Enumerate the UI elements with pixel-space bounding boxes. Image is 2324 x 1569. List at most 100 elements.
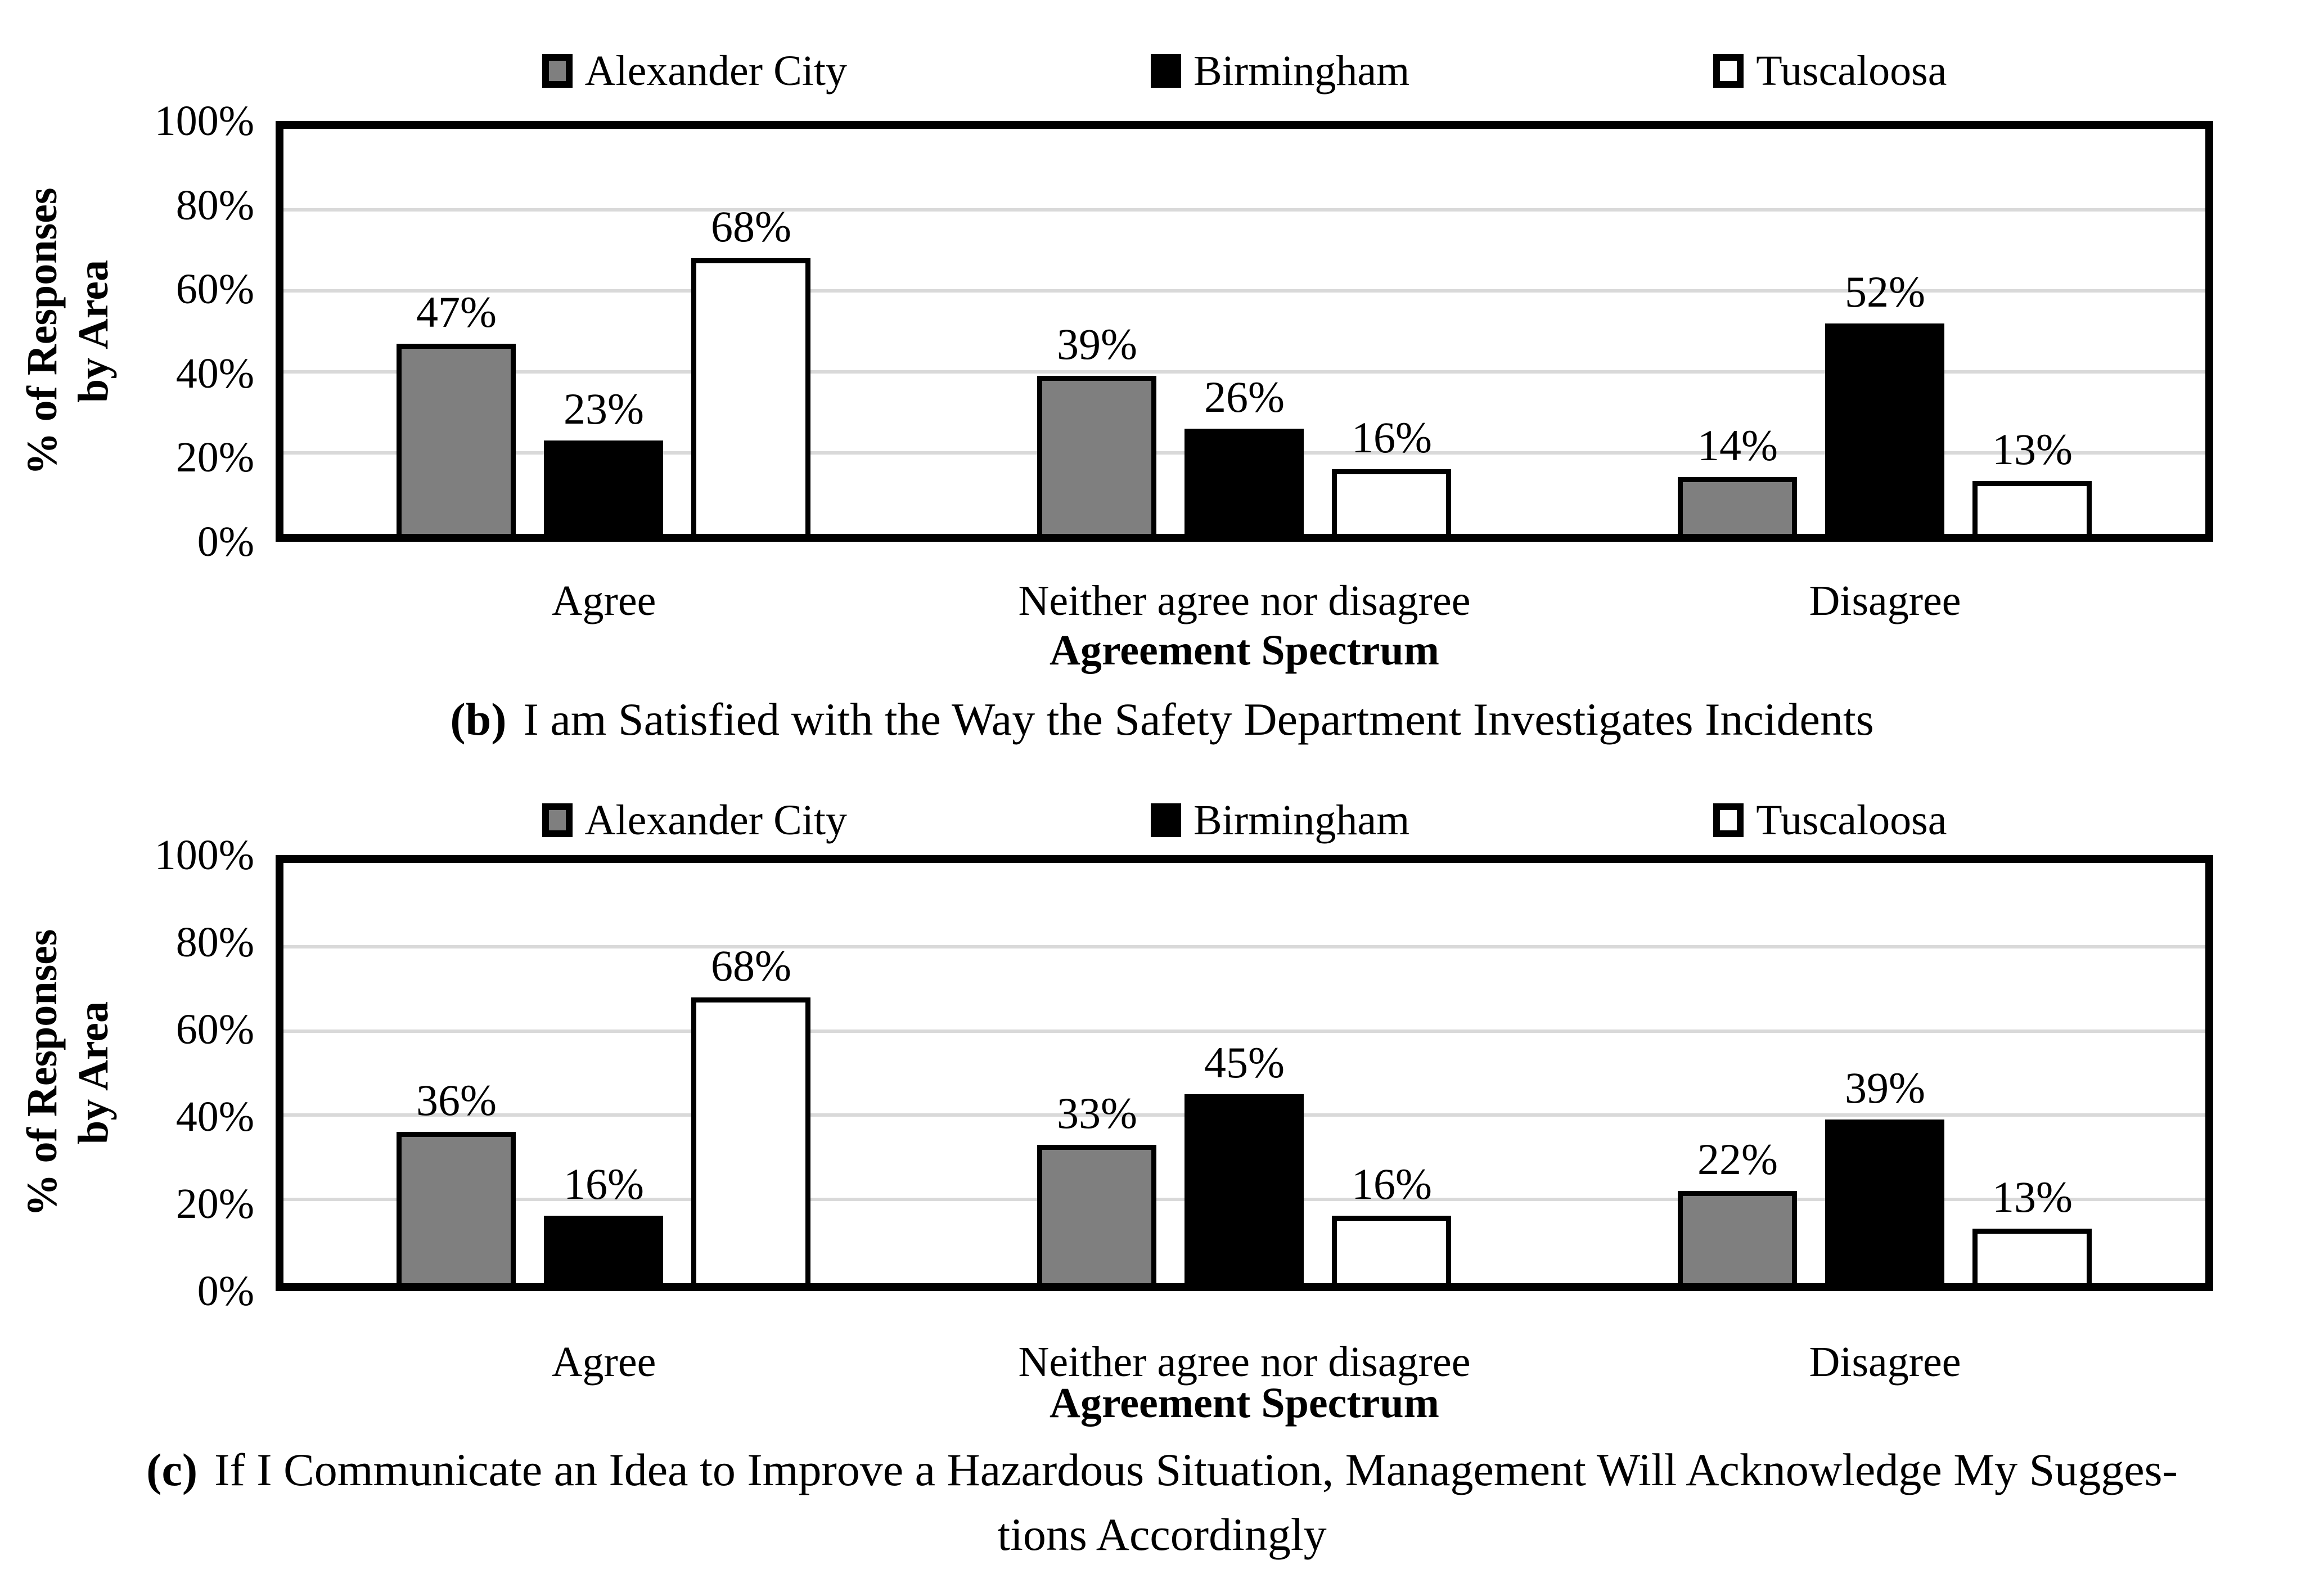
y-axis-ticks: 100% 80% 60% 40% 20% 0% xyxy=(0,834,254,1312)
legend-label-alexander-city: Alexander City xyxy=(584,797,847,844)
bar-value-label: 13% xyxy=(1992,1172,2073,1221)
legend-item-birmingham: Birmingham xyxy=(1151,799,1409,842)
caption-prefix: (b) xyxy=(450,694,507,745)
caption-c: (c) If I Communicate an Idea to Improve a… xyxy=(22,1438,2302,1567)
gridline-80 xyxy=(283,945,2205,949)
x-axis-title: Agreement Spectrum xyxy=(1050,627,1439,674)
legend-label-alexander-city: Alexander City xyxy=(584,47,847,95)
bar-value-label: 33% xyxy=(1056,1088,1137,1138)
bar-agree-tuscaloosa: 68% xyxy=(691,944,811,1283)
x-axis-title: Agreement Spectrum xyxy=(1050,1379,1439,1427)
y-tick-100-: 100% xyxy=(154,97,254,145)
y-axis-ticks: 100% 80% 60% 40% 20% 0% xyxy=(0,100,254,563)
legend-item-birmingham: Birmingham xyxy=(1151,50,1409,92)
legend-label-tuscaloosa: Tuscaloosa xyxy=(1756,47,1947,95)
y-tick-20-: 20% xyxy=(175,434,254,482)
x-category-labels: Agree Neither agree nor disagree Disagree xyxy=(283,1341,2205,1397)
bar-disagree-tuscaloosa: 13% xyxy=(1972,1175,2092,1283)
caption-line-1: I am Satisfied with the Way the Safety D… xyxy=(523,694,1874,745)
caption-line-1: If I Communicate an Idea to Improve a Ha… xyxy=(214,1444,2178,1495)
x-category-label-agree: Agree xyxy=(551,577,656,624)
bar-group-agree: 36% 16% 68% xyxy=(283,863,924,1283)
chart-panel-b: Alexander City Birmingham Tuscaloosa % of … xyxy=(0,0,2324,745)
y-tick-20-: 20% xyxy=(175,1180,254,1228)
bar-value-label: 13% xyxy=(1992,425,2073,474)
legend-swatch-tuscaloosa xyxy=(1713,803,1744,837)
legend: Alexander City Birmingham Tuscaloosa xyxy=(276,799,2213,842)
bar-group-agree: 47% 23% 68% xyxy=(283,129,924,534)
bar-cluster-neither-agree-nor-disagree: 39% 26% 16% xyxy=(1037,129,1452,534)
x-category-label-neither-agree-nor-disagree: Neither agree nor disagree xyxy=(1018,1338,1471,1386)
x-category-label-disagree: Disagree xyxy=(1809,1338,1961,1386)
caption-text: I am Satisfied with the Way the Safety D… xyxy=(524,694,1874,745)
gridline-60 xyxy=(283,289,2205,293)
caption-text: If I Communicate an Idea to Improve a Ha… xyxy=(214,1444,2178,1560)
bar-cluster-disagree: 14% 52% 13% xyxy=(1678,129,2092,534)
bar-value-label: 68% xyxy=(710,202,791,251)
y-tick-100-: 100% xyxy=(154,831,254,879)
bar-value-label: 26% xyxy=(1204,372,1285,421)
x-category-label-neither-agree-nor-disagree: Neither agree nor disagree xyxy=(1018,577,1471,624)
bar-neither-agree-nor-disagree-alexander-city: 33% xyxy=(1037,1091,1157,1283)
bar-agree-birmingham: 23% xyxy=(544,387,664,534)
caption-prefix: (c) xyxy=(146,1444,198,1495)
bar-disagree-alexander-city: 14% xyxy=(1678,424,1798,534)
bar-disagree-birmingham: 52% xyxy=(1825,269,1945,534)
bar-disagree-birmingham: 39% xyxy=(1825,1066,1945,1283)
bar-disagree-tuscaloosa: 13% xyxy=(1972,428,2092,534)
x-category-label-disagree: Disagree xyxy=(1809,577,1961,624)
bar-value-label: 68% xyxy=(710,941,791,991)
legend-swatch-birmingham xyxy=(1151,54,1181,88)
y-tick-60-: 60% xyxy=(175,1006,254,1053)
legend-item-tuscaloosa: Tuscaloosa xyxy=(1713,799,1947,842)
bar-agree-alexander-city: 47% xyxy=(397,290,516,534)
bar-neither-agree-nor-disagree-tuscaloosa: 16% xyxy=(1332,1162,1452,1283)
bar-value-label: 36% xyxy=(416,1076,497,1125)
bar-group-neither-agree-nor-disagree: 33% 45% 16% xyxy=(924,863,1565,1283)
bar-agree-birmingham: 16% xyxy=(544,1162,664,1283)
bar-disagree-alexander-city: 22% xyxy=(1678,1137,1798,1283)
bar-value-label: 39% xyxy=(1844,1063,1925,1112)
legend-swatch-alexander-city xyxy=(542,803,573,837)
bar-value-label: 16% xyxy=(563,1159,644,1209)
bar-group-disagree: 22% 39% 13% xyxy=(1565,863,2205,1283)
bar-value-label: 52% xyxy=(1844,267,1925,316)
y-tick-40-: 40% xyxy=(175,1093,254,1140)
y-tick-40-: 40% xyxy=(175,349,254,397)
legend-item-alexander-city: Alexander City xyxy=(542,50,847,92)
bar-value-label: 47% xyxy=(416,287,497,336)
bar-value-label: 16% xyxy=(1351,412,1432,462)
bar-value-label: 39% xyxy=(1056,320,1137,369)
gridline-60 xyxy=(283,1029,2205,1033)
legend-item-alexander-city: Alexander City xyxy=(542,799,847,842)
x-category-labels: Agree Neither agree nor disagree Disagree xyxy=(283,579,2205,636)
plot-area: 47% 23% 68% 39% 26% 16% 14% 52% 13% xyxy=(276,121,2213,542)
legend-swatch-birmingham xyxy=(1151,803,1181,837)
bar-group-neither-agree-nor-disagree: 39% 26% 16% xyxy=(924,129,1565,534)
bar-cluster-agree: 47% 23% 68% xyxy=(397,129,811,534)
chart-panel-c: Alexander City Birmingham Tuscaloosa % of … xyxy=(0,743,2324,1569)
bar-value-label: 45% xyxy=(1204,1037,1285,1087)
bar-cluster-neither-agree-nor-disagree: 33% 45% 16% xyxy=(1037,863,1452,1283)
legend-label-birmingham: Birmingham xyxy=(1193,47,1410,95)
y-tick-0-: 0% xyxy=(197,518,254,565)
bar-neither-agree-nor-disagree-birmingham: 26% xyxy=(1184,375,1304,534)
plot-area: 36% 16% 68% 33% 45% 16% 22% 39% 13% xyxy=(276,855,2213,1291)
bar-cluster-disagree: 22% 39% 13% xyxy=(1678,863,2092,1283)
bar-neither-agree-nor-disagree-tuscaloosa: 16% xyxy=(1332,415,1452,534)
legend-item-tuscaloosa: Tuscaloosa xyxy=(1713,50,1947,92)
x-category-label-agree: Agree xyxy=(551,1338,656,1386)
gridline-80 xyxy=(283,208,2205,212)
bar-groups: 47% 23% 68% 39% 26% 16% 14% 52% 13% xyxy=(283,129,2205,534)
bar-neither-agree-nor-disagree-birmingham: 45% xyxy=(1184,1040,1304,1283)
caption-b: (b) I am Satisfied with the Way the Safet… xyxy=(22,687,2302,752)
gridline-40 xyxy=(283,370,2205,374)
bar-value-label: 23% xyxy=(563,384,644,434)
legend: Alexander City Birmingham Tuscaloosa xyxy=(276,50,2213,92)
bar-agree-tuscaloosa: 68% xyxy=(691,205,811,534)
bar-value-label: 16% xyxy=(1351,1159,1432,1209)
y-tick-0-: 0% xyxy=(197,1267,254,1315)
caption-line-2: tions Accordingly xyxy=(997,1508,1327,1560)
y-tick-80-: 80% xyxy=(175,919,254,966)
bar-groups: 36% 16% 68% 33% 45% 16% 22% 39% 13% xyxy=(283,863,2205,1283)
